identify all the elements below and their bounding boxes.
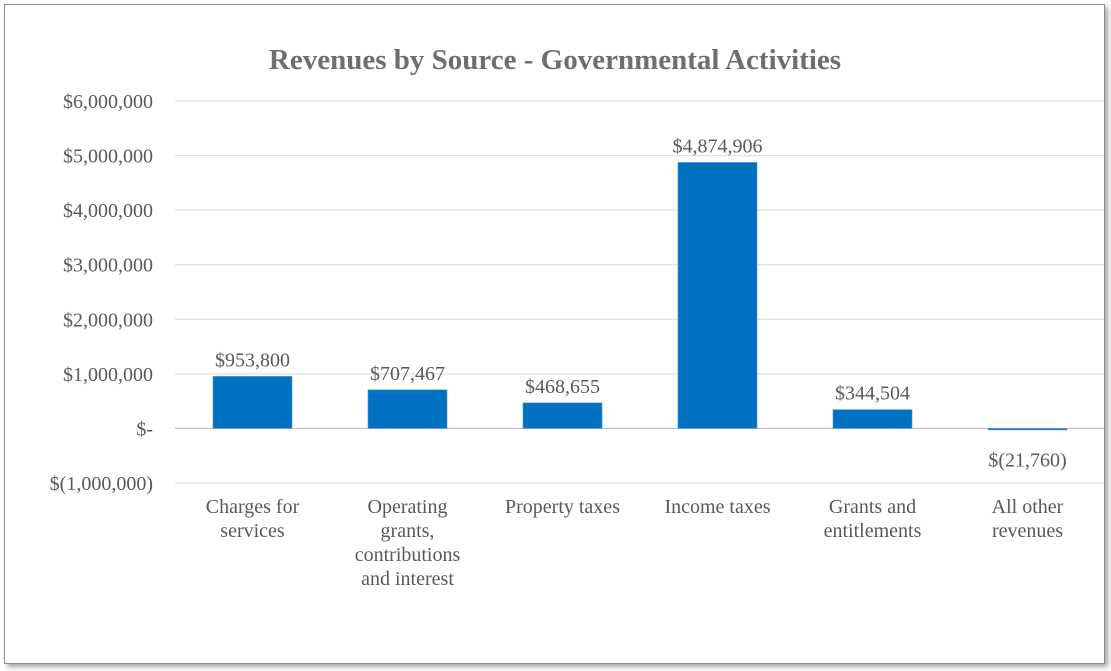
y-tick-label: $5,000,000 — [63, 146, 153, 168]
bar — [987, 428, 1068, 431]
y-tick-label: $1,000,000 — [63, 364, 153, 386]
x-tick-label: Charges for services — [206, 496, 300, 542]
bar — [212, 376, 293, 429]
bar — [677, 162, 758, 429]
y-tick-label: $6,000,000 — [63, 91, 153, 113]
y-axis-ticks: $6,000,000 $5,000,000 $4,000,000 $3,000,000… — [50, 91, 153, 495]
chart-frame: Revenues by Source - Governmental Activi… — [4, 4, 1105, 664]
data-label: $(21,760) — [988, 449, 1066, 471]
x-tick-label: Grants and entitlements — [824, 496, 922, 542]
bar-chart: Revenues by Source - Governmental Activi… — [50, 44, 1105, 590]
data-label: $344,504 — [835, 383, 910, 405]
data-label: $468,655 — [525, 376, 600, 398]
bar — [832, 409, 913, 429]
y-tick-label: $3,000,000 — [63, 255, 153, 277]
bar — [367, 389, 448, 429]
chart-title: Revenues by Source - Governmental Activi… — [269, 44, 841, 76]
data-label: $4,874,906 — [673, 135, 763, 157]
y-tick-label: $- — [136, 418, 153, 440]
x-axis-ticks: Charges for services Operating grants, contr… — [206, 496, 1064, 590]
data-label: $707,467 — [370, 363, 445, 385]
data-labels: $953,800 $707,467 $468,655 $4,874,906 $344,5… — [215, 135, 1067, 471]
y-tick-label: $4,000,000 — [63, 200, 153, 222]
x-tick-label: Property taxes — [505, 496, 620, 518]
bars — [212, 162, 1068, 431]
gridlines — [175, 100, 1105, 484]
x-tick-label: Operating grants, contributions and interes… — [355, 496, 461, 590]
x-tick-label: Income taxes — [664, 496, 770, 518]
bar — [522, 402, 603, 429]
data-label: $953,800 — [215, 349, 290, 371]
y-tick-label: $2,000,000 — [63, 309, 153, 331]
x-tick-label: All other revenues — [992, 496, 1064, 542]
y-tick-label: $(1,000,000) — [50, 473, 153, 495]
